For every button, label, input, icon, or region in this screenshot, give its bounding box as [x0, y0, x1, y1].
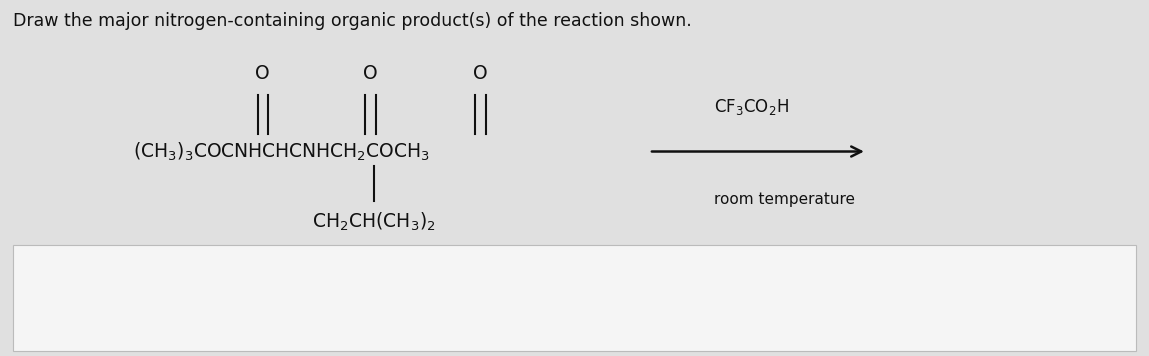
Text: O: O: [255, 64, 270, 83]
Text: O: O: [363, 64, 378, 83]
FancyBboxPatch shape: [13, 245, 1136, 351]
Text: CH$_2$CH(CH$_3$)$_2$: CH$_2$CH(CH$_3$)$_2$: [313, 211, 435, 233]
Text: CF$_3$CO$_2$H: CF$_3$CO$_2$H: [715, 97, 789, 117]
Text: O: O: [473, 64, 488, 83]
Text: Draw the major nitrogen-containing organic product(s) of the reaction shown.: Draw the major nitrogen-containing organ…: [13, 12, 692, 30]
Text: (CH$_3$)$_3$COCNHCHCNHCH$_2$COCH$_3$: (CH$_3$)$_3$COCNHCHCNHCH$_2$COCH$_3$: [133, 140, 430, 163]
Text: room temperature: room temperature: [715, 192, 855, 207]
